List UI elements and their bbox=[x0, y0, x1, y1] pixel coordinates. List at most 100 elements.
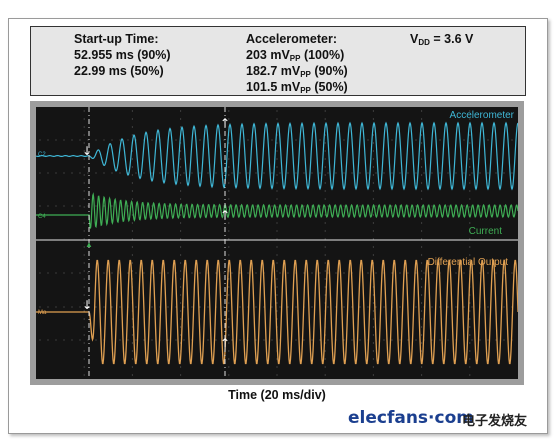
grid-dot bbox=[111, 139, 113, 141]
grid-dot bbox=[327, 306, 329, 308]
grid-dot bbox=[276, 150, 278, 152]
grid-dot bbox=[47, 272, 49, 274]
grid-dot bbox=[83, 262, 85, 264]
grid-dot bbox=[421, 238, 423, 240]
grid-dot bbox=[180, 118, 182, 120]
grid-dot bbox=[71, 272, 73, 274]
grid-dot bbox=[135, 172, 137, 174]
grid-dot bbox=[175, 172, 177, 174]
grid-dot bbox=[311, 272, 313, 274]
grid-dot bbox=[180, 318, 182, 320]
waveform-plot: ↓ ↓ ↑ ↑ ↑ ▲ C2 C4 Ma Accelerometer Curre… bbox=[35, 107, 519, 379]
grid-dot bbox=[63, 272, 65, 274]
grid-dot bbox=[87, 306, 89, 308]
grid-dot bbox=[111, 272, 113, 274]
grid-dot bbox=[372, 374, 374, 376]
grid-dot bbox=[375, 172, 377, 174]
grid-dot bbox=[131, 246, 133, 248]
grid-dot bbox=[469, 230, 471, 232]
grid-dot bbox=[247, 172, 249, 174]
grid-dot bbox=[119, 339, 121, 341]
grid-dot bbox=[63, 139, 65, 141]
grid-dot bbox=[421, 246, 423, 248]
grid-dot bbox=[39, 139, 41, 141]
grid-dot bbox=[228, 110, 230, 112]
grid-dot bbox=[303, 205, 305, 207]
grid-dot bbox=[447, 205, 449, 207]
grid-dot bbox=[131, 366, 133, 368]
grid-dot bbox=[324, 190, 326, 192]
grid-dot bbox=[447, 172, 449, 174]
grid-dot bbox=[135, 339, 137, 341]
settle-arrow-bottom: ↑ bbox=[220, 336, 230, 350]
grid-dot bbox=[167, 339, 169, 341]
grid-dot bbox=[311, 172, 313, 174]
grid-dot bbox=[255, 272, 257, 274]
grid-dot bbox=[367, 272, 369, 274]
grid-dot bbox=[295, 306, 297, 308]
grid-dot bbox=[83, 294, 85, 296]
grid-dot bbox=[180, 262, 182, 264]
grid-dot bbox=[343, 205, 345, 207]
grid-dot bbox=[421, 158, 423, 160]
grid-dot bbox=[223, 272, 225, 274]
grid-dot bbox=[255, 306, 257, 308]
grid-dot bbox=[103, 139, 105, 141]
grid-dot bbox=[83, 334, 85, 336]
grid-dot bbox=[375, 306, 377, 308]
grid-dot bbox=[372, 318, 374, 320]
grid-dot bbox=[415, 139, 417, 141]
grid-dot bbox=[83, 158, 85, 160]
grid-dot bbox=[469, 190, 471, 192]
grid-dot bbox=[421, 190, 423, 192]
grid-dot bbox=[372, 222, 374, 224]
grid-dot bbox=[372, 310, 374, 312]
grid-dot bbox=[421, 174, 423, 176]
grid-dot bbox=[372, 334, 374, 336]
grid-dot bbox=[228, 278, 230, 280]
grid-dot bbox=[180, 326, 182, 328]
grid-dot bbox=[199, 172, 201, 174]
grid-dot bbox=[324, 246, 326, 248]
grid-dot bbox=[63, 339, 65, 341]
grid-dot bbox=[324, 350, 326, 352]
grid-dot bbox=[228, 222, 230, 224]
legend-current: Current bbox=[469, 226, 503, 237]
grid-dot bbox=[228, 318, 230, 320]
grid-dot bbox=[311, 306, 313, 308]
grid-dot bbox=[228, 166, 230, 168]
grid-dot bbox=[372, 198, 374, 200]
grid-dot bbox=[335, 272, 337, 274]
grid-dot bbox=[127, 205, 129, 207]
grid-dot bbox=[271, 139, 273, 141]
grid-dot bbox=[180, 374, 182, 376]
grid-dot bbox=[319, 272, 321, 274]
grid-dot bbox=[383, 339, 385, 341]
grid-dot bbox=[447, 306, 449, 308]
grid-dot bbox=[479, 205, 481, 207]
grid-dot bbox=[83, 150, 85, 152]
grid-dot bbox=[83, 206, 85, 208]
grid-dot bbox=[421, 374, 423, 376]
grid-dot bbox=[469, 318, 471, 320]
start-arrow-bottom: ↓ bbox=[82, 298, 92, 312]
grid-dot bbox=[287, 306, 289, 308]
grid-dot bbox=[372, 214, 374, 216]
grid-dot bbox=[131, 158, 133, 160]
grid-dot bbox=[415, 272, 417, 274]
grid-dot bbox=[39, 172, 41, 174]
channel-marker-c2: C2 bbox=[38, 152, 46, 158]
grid-dot bbox=[311, 339, 313, 341]
grid-dot bbox=[131, 358, 133, 360]
grid-dot bbox=[415, 339, 417, 341]
grid-dot bbox=[83, 270, 85, 272]
grid-dot bbox=[239, 306, 241, 308]
grid-dot bbox=[471, 339, 473, 341]
grid-dot bbox=[463, 272, 465, 274]
grid-dot bbox=[167, 205, 169, 207]
grid-dot bbox=[421, 270, 423, 272]
grid-dot bbox=[276, 206, 278, 208]
grid-dot bbox=[83, 222, 85, 224]
accel-90: 182.7 mVPP (90%) bbox=[246, 64, 348, 79]
grid-dot bbox=[135, 306, 137, 308]
